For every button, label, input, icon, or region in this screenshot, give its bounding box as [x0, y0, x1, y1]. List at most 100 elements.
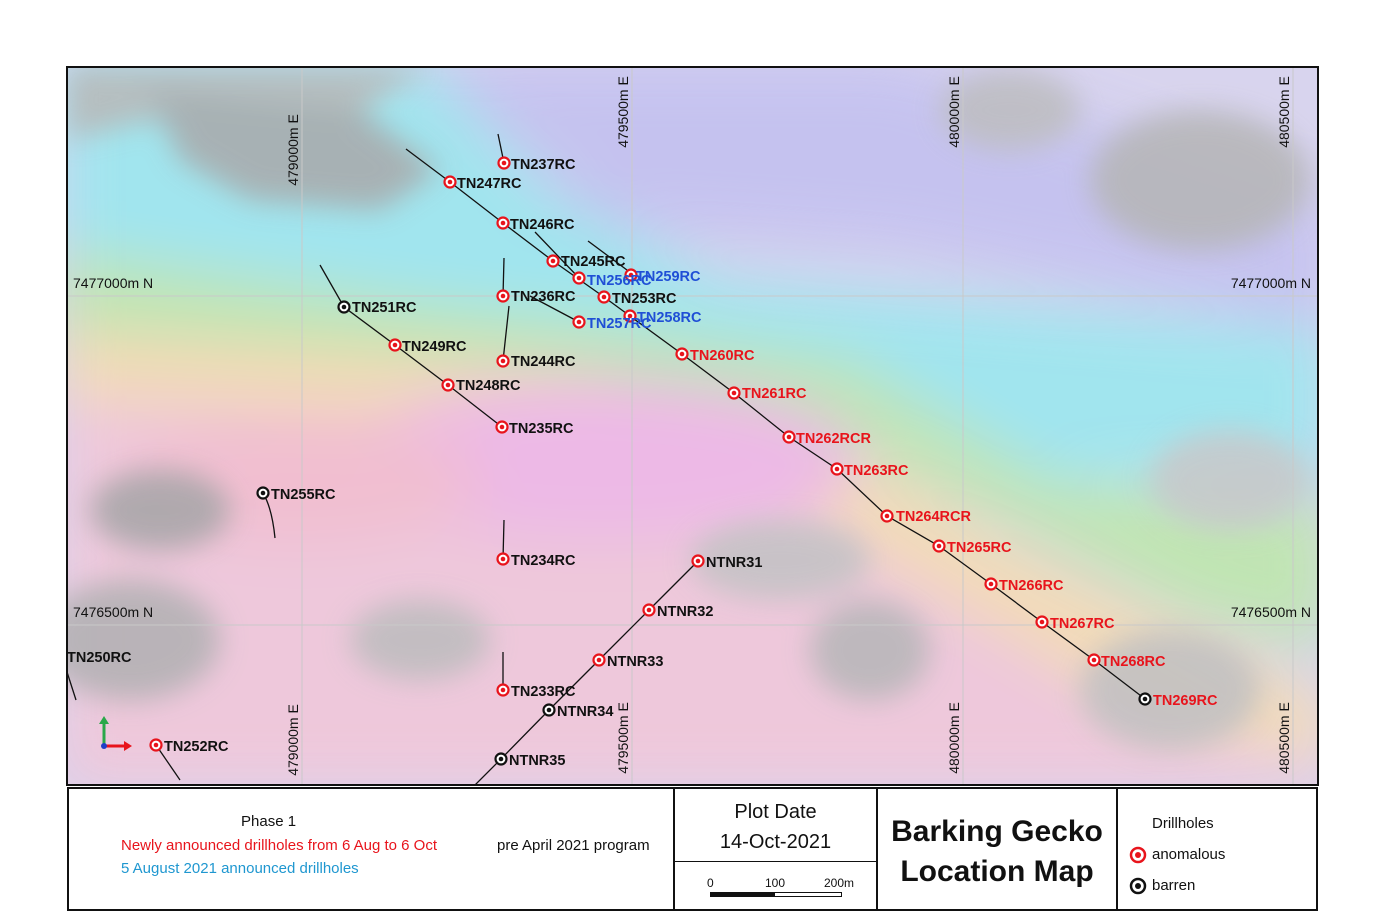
drillhole-label: TN266RC — [999, 578, 1064, 594]
drillhole-label: TN260RC — [690, 348, 755, 364]
anomalous-collar-icon — [782, 430, 796, 444]
anomalous-collar-icon — [496, 552, 510, 566]
map-title-line2: Location Map — [900, 855, 1094, 888]
easting-label-top-480500: 480500m E — [1276, 76, 1292, 148]
anomalous-collar-icon — [597, 290, 611, 304]
drillhole-label: TN250RC — [67, 650, 132, 666]
drillhole-label: TN247RC — [457, 176, 522, 192]
anomalous-collar-icon — [623, 309, 637, 323]
scale-bar — [710, 892, 842, 897]
drillhole-labels: TN237RC TN247RC TN246RC TN245RC TN256RCTN259… — [67, 157, 1218, 769]
map-title-line1: Barking Gecko — [891, 815, 1103, 848]
drillhole-label: TN245RC — [561, 254, 626, 270]
anomalous-collar-icon — [388, 338, 402, 352]
easting-label-bottom-479500: 479500m E — [615, 702, 631, 774]
scale-label-100: 100 — [765, 876, 786, 890]
drillhole-label: NTNR35 — [509, 753, 565, 769]
anomalous-collar-icon — [496, 354, 510, 368]
drillhole-label: TN264RCR — [896, 509, 971, 525]
scale-label-200m: 200m — [824, 876, 855, 890]
drillhole-label: TN258RC — [637, 310, 702, 326]
barren-collar-icon — [494, 752, 508, 766]
drillhole-label: TN261RC — [742, 386, 807, 402]
drillholes-key-cell: Drillholes anomalous barren — [1118, 789, 1316, 909]
drillhole-label: TN249RC — [402, 339, 467, 355]
phase-title: Phase 1 — [241, 813, 297, 830]
drillhole-label: TN259RC — [636, 269, 701, 285]
legend-panel: Phase 1 Newly announced drillholes from … — [67, 787, 1318, 911]
anomalous-collar-icon — [443, 175, 457, 189]
northing-label-left-7476500: 7476500m N — [73, 604, 153, 620]
easting-label-top-479500: 479500m E — [615, 76, 631, 148]
anomalous-collar-icon — [932, 539, 946, 553]
anomalous-collar-icon — [1087, 653, 1101, 667]
anomalous-collar-icon — [496, 216, 510, 230]
drillhole-label: TN237RC — [511, 157, 576, 173]
northing-label-right-7476500: 7476500m N — [1231, 604, 1311, 620]
barren-collar-icon — [1138, 692, 1152, 706]
drillhole-label: NTNR34 — [557, 704, 613, 720]
drillhole-label: TN268RC — [1101, 654, 1166, 670]
barren-collar-icon — [542, 703, 556, 717]
scale-label-0: 0 — [707, 876, 714, 890]
anomalous-collar-icon — [546, 254, 560, 268]
easting-label-bottom-480500: 480500m E — [1276, 702, 1292, 774]
north-arrow-icon — [99, 716, 132, 751]
magnetic-background — [67, 67, 1318, 785]
anomalous-collar-icon — [497, 156, 511, 170]
drillhole-label: TN265RC — [947, 540, 1012, 556]
anomalous-collar-icon — [830, 462, 844, 476]
anomalous-collar-icon — [441, 378, 455, 392]
plot-date-label: Plot Date — [734, 801, 817, 823]
drillhole-label: TN233RC — [511, 684, 576, 700]
barren-collar-icon — [256, 486, 270, 500]
drillhole-label: TN262RCR — [796, 431, 871, 447]
drillhole-label: NTNR31 — [706, 555, 762, 571]
drillhole-label: TN246RC — [510, 217, 575, 233]
drillholes-heading: Drillholes — [1152, 815, 1214, 832]
newly-announced-text: Newly announced drillholes from 6 Aug to… — [121, 837, 438, 854]
aug-announced-text: 5 August 2021 announced drillholes — [121, 860, 359, 877]
easting-label-top-479000: 479000m E — [285, 114, 301, 186]
easting-label-bottom-480000: 480000m E — [946, 702, 962, 774]
drillhole-label: TN253RC — [612, 291, 677, 307]
anomalous-collar-icon — [572, 271, 586, 285]
anomalous-collar-icon — [642, 603, 656, 617]
anomalous-collar-icon — [691, 554, 705, 568]
drillhole-label: TN244RC — [511, 354, 576, 370]
drillhole-label: TN263RC — [844, 463, 909, 479]
drillhole-label: TN251RC — [352, 300, 417, 316]
drillhole-label: TN269RC — [1153, 693, 1218, 709]
anomalous-key-label: anomalous — [1152, 846, 1226, 863]
anomalous-collar-icon — [984, 577, 998, 591]
title-cell: Barking Gecko Location Map — [878, 789, 1118, 909]
drillhole-label: NTNR33 — [607, 654, 663, 670]
phase-cell: Phase 1 Newly announced drillholes from … — [69, 789, 675, 909]
drillhole-label: TN236RC — [511, 289, 576, 305]
anomalous-collar-icon — [149, 738, 163, 752]
barren-key-label: barren — [1152, 877, 1196, 894]
anomalous-collar-icon — [727, 386, 741, 400]
drillhole-label: TN235RC — [509, 421, 574, 437]
anomalous-collar-icon — [880, 509, 894, 523]
barren-collar-icon — [337, 300, 351, 314]
easting-label-top-480000: 480000m E — [946, 76, 962, 148]
barren-key-icon — [1129, 877, 1147, 895]
drillhole-collars — [149, 156, 1152, 766]
anomalous-collar-icon — [624, 268, 638, 282]
grid-labels: 479000m E 479500m E 480000m E 480500m E … — [73, 76, 1311, 776]
anomalous-collar-icon — [1035, 615, 1049, 629]
anomalous-collar-icon — [675, 347, 689, 361]
anomalous-collar-icon — [592, 653, 606, 667]
plot-date-cell: Plot Date 14-Oct-2021 0 100 200m — [675, 789, 878, 909]
anomalous-collar-icon — [572, 315, 586, 329]
grid-lines — [67, 67, 1318, 785]
drillhole-label: TN255RC — [271, 487, 336, 503]
plot-date-divider — [675, 861, 876, 862]
drillhole-label: TN267RC — [1050, 616, 1115, 632]
easting-label-bottom-479000: 479000m E — [285, 704, 301, 776]
plot-date-value: 14-Oct-2021 — [719, 831, 832, 853]
pre-april-text: pre April 2021 program — [497, 837, 650, 854]
northing-label-right-7477000: 7477000m N — [1231, 275, 1311, 291]
